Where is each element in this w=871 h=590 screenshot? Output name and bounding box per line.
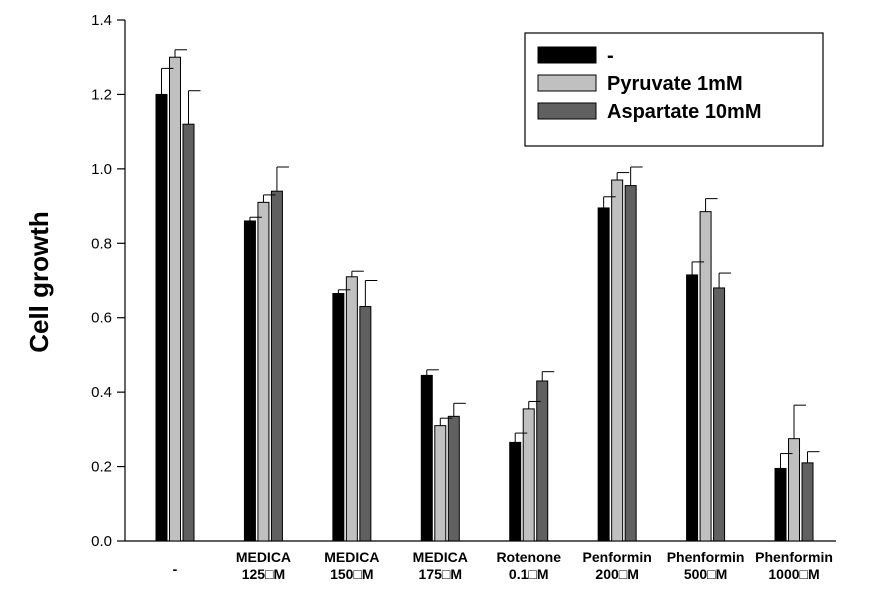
bar <box>420 374 433 542</box>
category-label: 150□M <box>330 566 373 582</box>
y-tick-label: 0.0 <box>91 533 112 550</box>
y-tick-label: 0.6 <box>91 310 112 327</box>
category-label: MEDICA <box>324 549 379 565</box>
bar <box>332 293 345 542</box>
bar <box>774 467 787 542</box>
category-label: Rotenone <box>496 549 561 565</box>
category-label: Penformin <box>583 549 652 565</box>
category-labels: -MEDICA125□MMEDICA150□MMEDICA175□MRoteno… <box>173 549 833 582</box>
category-label: 0.1□M <box>509 566 549 582</box>
legend-swatch <box>537 102 597 120</box>
bar <box>434 425 447 542</box>
bar <box>522 408 535 542</box>
y-tick-label: 1.0 <box>91 161 112 178</box>
bar <box>359 306 372 542</box>
category-label: Phenformin <box>667 549 745 565</box>
y-tick-label: 0.4 <box>91 384 112 401</box>
legend-entry: Aspartate 10mM <box>607 101 762 123</box>
bar <box>345 276 358 542</box>
bar <box>713 287 726 542</box>
error-bars <box>161 49 820 469</box>
legend: - Pyruvate 1mM Aspartate 10mM <box>524 32 824 147</box>
bar <box>509 441 522 542</box>
y-tick-label: 0.8 <box>91 235 112 252</box>
bar <box>624 185 637 542</box>
bars <box>155 56 814 542</box>
category-label: - <box>173 561 178 577</box>
y-tick-label: 1.2 <box>91 86 112 103</box>
bar <box>182 123 195 542</box>
y-tick-label: 1.4 <box>91 12 112 29</box>
bar <box>597 207 610 542</box>
bar <box>699 211 712 542</box>
bar <box>169 56 181 542</box>
category-label: MEDICA <box>413 549 468 565</box>
category-label: MEDICA <box>236 549 291 565</box>
legend-entry: - <box>607 45 614 67</box>
category-label: 500□M <box>684 566 727 582</box>
legend-entry: Pyruvate 1mM <box>607 73 743 95</box>
category-label: 200□M <box>595 566 638 582</box>
bar <box>801 462 814 542</box>
category-label: 1000□M <box>768 566 819 582</box>
bar <box>447 415 460 542</box>
category-label: 125□M <box>242 566 285 582</box>
legend-swatch <box>537 74 597 92</box>
bar <box>536 380 549 542</box>
bar <box>270 190 283 542</box>
legend-swatch <box>537 46 597 64</box>
bar <box>243 220 256 542</box>
axes: 0.0 0.2 0.4 0.6 0.8 1.0 1.2 1.4 <box>91 12 836 550</box>
category-label: Phenformin <box>755 549 833 565</box>
bar <box>611 179 624 542</box>
bar <box>155 93 168 542</box>
y-tick-label: 0.2 <box>91 459 112 476</box>
bar <box>257 201 270 542</box>
bar <box>686 274 699 542</box>
y-axis-label: Cell growth <box>24 211 54 353</box>
category-label: 175□M <box>419 566 462 582</box>
